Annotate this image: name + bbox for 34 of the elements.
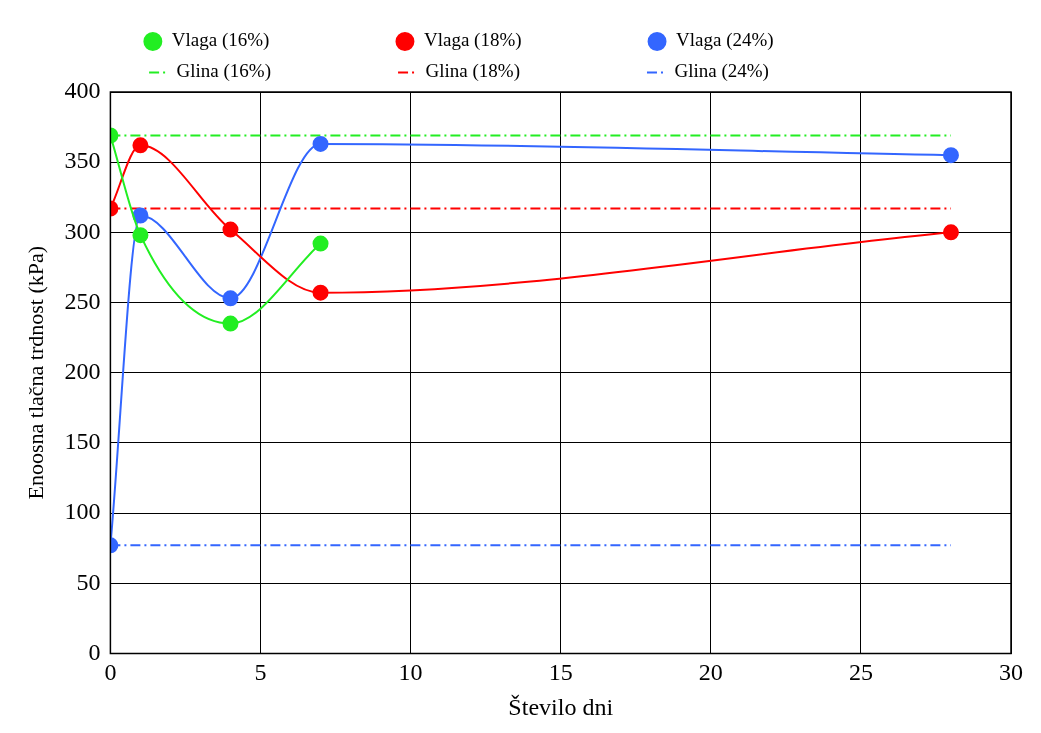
point xyxy=(132,227,149,244)
legend-label: Glina (18%) xyxy=(425,60,634,83)
y-tick-label: 150 xyxy=(64,428,101,455)
legend-label: Vlaga (18%) xyxy=(423,29,636,52)
legend-label: Glina (16%) xyxy=(176,60,386,83)
y-tick-label: 50 xyxy=(76,568,101,595)
y-tick-label: 200 xyxy=(64,358,101,384)
x-tick-label: 30 xyxy=(999,659,1023,686)
point xyxy=(222,315,239,332)
point xyxy=(312,235,329,252)
point xyxy=(222,290,239,307)
point xyxy=(942,224,959,241)
y-tick-label: 250 xyxy=(64,287,101,314)
x-tick-label: 10 xyxy=(398,659,423,686)
point xyxy=(222,221,239,238)
y-axis-title: Enoosna tlačna trdnost (kPa) xyxy=(22,245,48,500)
point xyxy=(132,137,149,154)
point xyxy=(942,147,959,164)
y-tick-label: 400 xyxy=(64,77,101,104)
point xyxy=(132,207,149,224)
x-tick-label: 25 xyxy=(848,659,873,686)
x-axis-title: Število dni xyxy=(508,693,614,720)
y-tick-label: 300 xyxy=(64,217,101,244)
y-tick-label: 100 xyxy=(64,498,101,525)
x-tick-label: 5 xyxy=(254,659,267,686)
y-tick-label: 0 xyxy=(88,638,101,665)
legend-label: Glina (24%) xyxy=(674,60,883,83)
point xyxy=(312,284,329,301)
x-tick-label: 20 xyxy=(698,659,723,686)
y-tick-label: 350 xyxy=(64,147,101,174)
point xyxy=(312,135,329,152)
x-tick-label: 15 xyxy=(548,659,573,686)
legend-label: Vlaga (16%) xyxy=(171,29,384,52)
legend-label: Vlaga (24%) xyxy=(676,29,888,52)
